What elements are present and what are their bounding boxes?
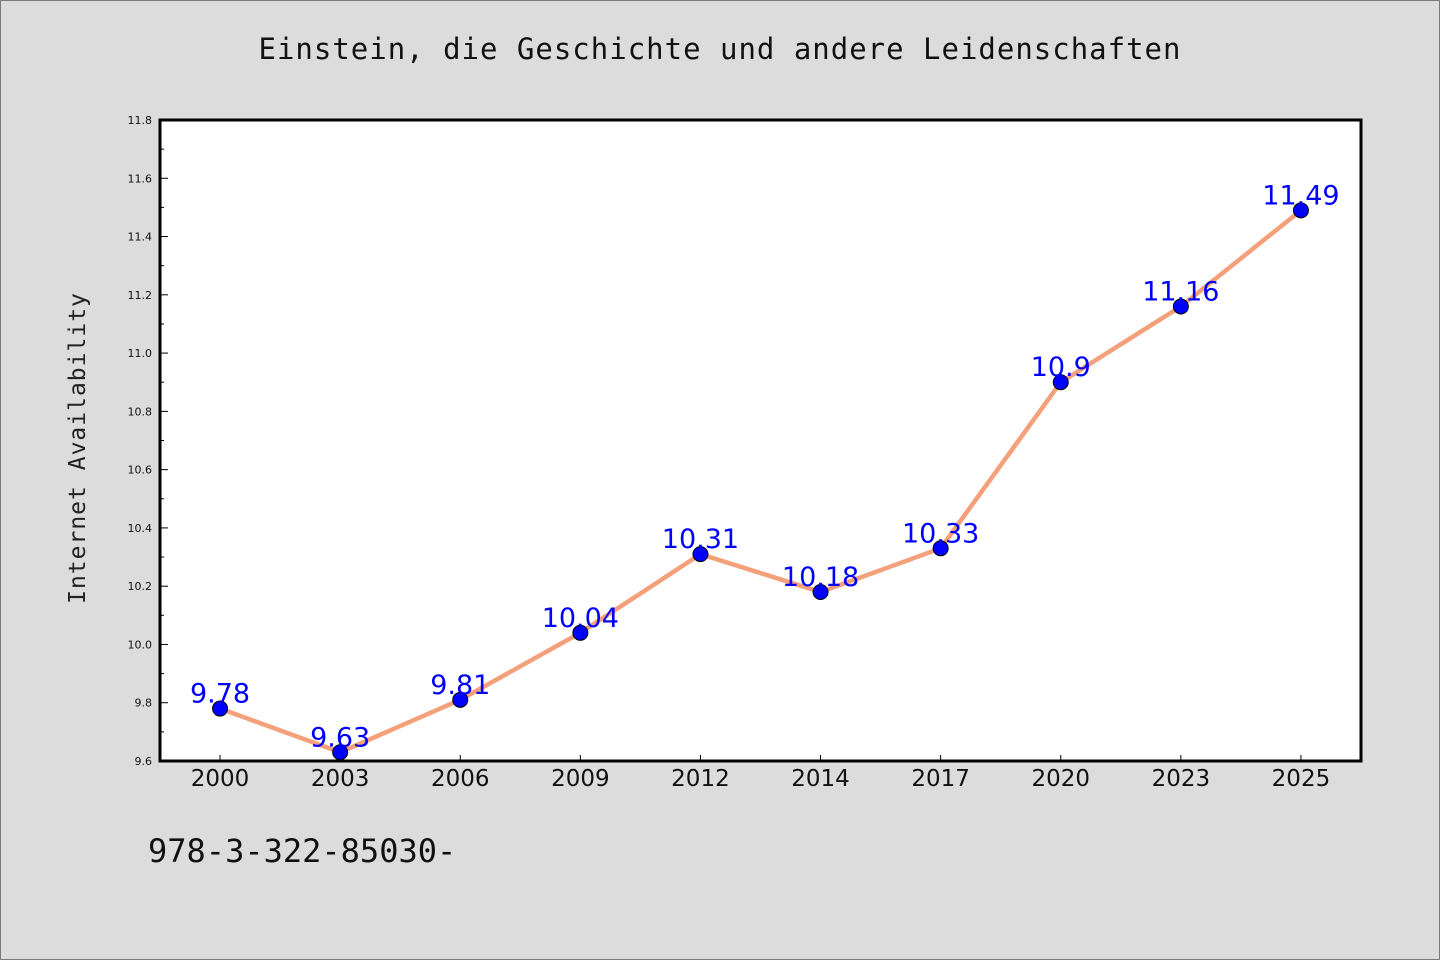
x-tick-label: 2006 xyxy=(431,766,490,792)
data-point xyxy=(572,624,589,641)
x-tick-label: 2014 xyxy=(791,766,850,792)
x-axis-ticks: 2000 2003 2006 2009 2012 2014 2017 2020 2023 2025 xyxy=(191,755,1330,792)
data-point xyxy=(812,584,829,601)
data-point xyxy=(1172,298,1189,315)
data-point xyxy=(212,700,229,717)
y-tick-label: 10.6 xyxy=(128,464,153,477)
data-label: 9.81 xyxy=(430,670,490,701)
x-tick-label: 2009 xyxy=(551,766,610,792)
y-tick-label: 10.0 xyxy=(128,638,153,651)
data-label: 10.31 xyxy=(662,524,739,555)
y-tick-label: 10.2 xyxy=(128,580,153,593)
y-tick-label: 11.0 xyxy=(128,347,153,360)
plot-area xyxy=(160,120,1361,761)
y-axis-ticks: 9.6 9.8 10.0 10.2 10.4 10.6 10.8 11.0 11.2 11.4 11… xyxy=(128,114,168,768)
x-tick-label: 2025 xyxy=(1272,766,1331,792)
series-markers xyxy=(212,202,1309,761)
data-point xyxy=(692,546,709,563)
x-tick-label: 2003 xyxy=(311,766,370,792)
data-label: 9.78 xyxy=(190,679,250,710)
y-tick-label: 9.8 xyxy=(135,697,153,710)
data-label: 11.16 xyxy=(1142,276,1219,307)
x-tick-label: 2020 xyxy=(1031,766,1090,792)
data-point xyxy=(1292,202,1309,219)
y-tick-label: 11.4 xyxy=(128,231,153,244)
data-label: 10.33 xyxy=(902,518,979,549)
y-tick-label: 9.6 xyxy=(135,755,153,768)
y-tick-label: 11.8 xyxy=(128,114,153,127)
y-tick-label: 11.2 xyxy=(128,289,153,302)
chart-title: Einstein, die Geschichte und andere Leid… xyxy=(258,32,1182,66)
data-label: 10.18 xyxy=(782,562,859,593)
x-tick-label: 2017 xyxy=(911,766,970,792)
data-labels: 9.78 9.63 9.81 10.04 10.31 10.18 10.33 10.9 11.1… xyxy=(190,180,1340,753)
x-tick-label: 2023 xyxy=(1152,766,1211,792)
y-tick-label: 11.6 xyxy=(128,172,153,185)
data-label: 10.04 xyxy=(542,603,619,634)
y-tick-label: 10.8 xyxy=(128,405,153,418)
isbn-footer: 978-3-322-85030- xyxy=(148,832,457,870)
series-line xyxy=(217,208,1304,755)
plot-border xyxy=(158,118,1363,763)
data-point xyxy=(452,691,469,708)
y-tick-label: 10.4 xyxy=(128,522,153,535)
data-label: 10.9 xyxy=(1031,352,1091,383)
data-label: 9.63 xyxy=(310,722,370,753)
data-point xyxy=(1052,374,1069,391)
x-tick-label: 2000 xyxy=(191,766,250,792)
x-tick-label: 2012 xyxy=(671,766,730,792)
data-label: 11.49 xyxy=(1262,180,1339,211)
data-point xyxy=(932,540,949,557)
